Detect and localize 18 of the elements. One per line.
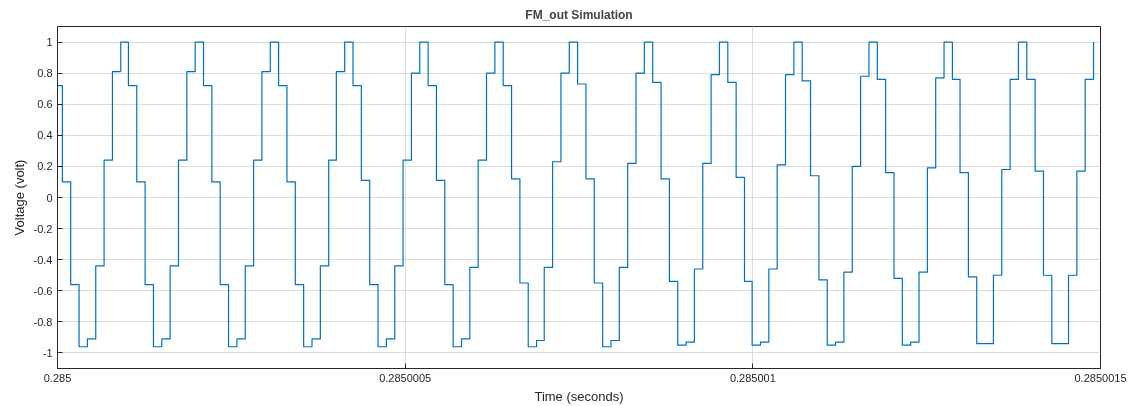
- x-tick-label: 0.285001: [729, 371, 776, 384]
- y-tick-label: 1: [46, 36, 53, 49]
- x-axis-title: Time (seconds): [534, 388, 624, 404]
- y-tick-label: 0.8: [37, 67, 53, 80]
- chart-title: FM_out Simulation: [525, 7, 633, 22]
- y-tick-label: -0.8: [33, 315, 53, 328]
- y-tick-label: 0.4: [37, 129, 53, 142]
- y-axis-title: Voltage (volt): [11, 159, 27, 236]
- x-tick-label: 0.285: [43, 371, 72, 384]
- y-tick-label: -0.4: [33, 253, 53, 266]
- y-tick-label: -0.6: [33, 284, 53, 297]
- y-tick-label: 0: [46, 191, 53, 204]
- y-tick-label: 0.2: [37, 160, 53, 173]
- y-tick-label: 0.6: [37, 98, 53, 111]
- y-tick-label: -0.2: [33, 222, 53, 235]
- x-tick-label: 0.2850015: [1074, 371, 1127, 384]
- y-tick-label: -1: [42, 346, 53, 359]
- x-tick-label: 0.2850005: [379, 371, 432, 384]
